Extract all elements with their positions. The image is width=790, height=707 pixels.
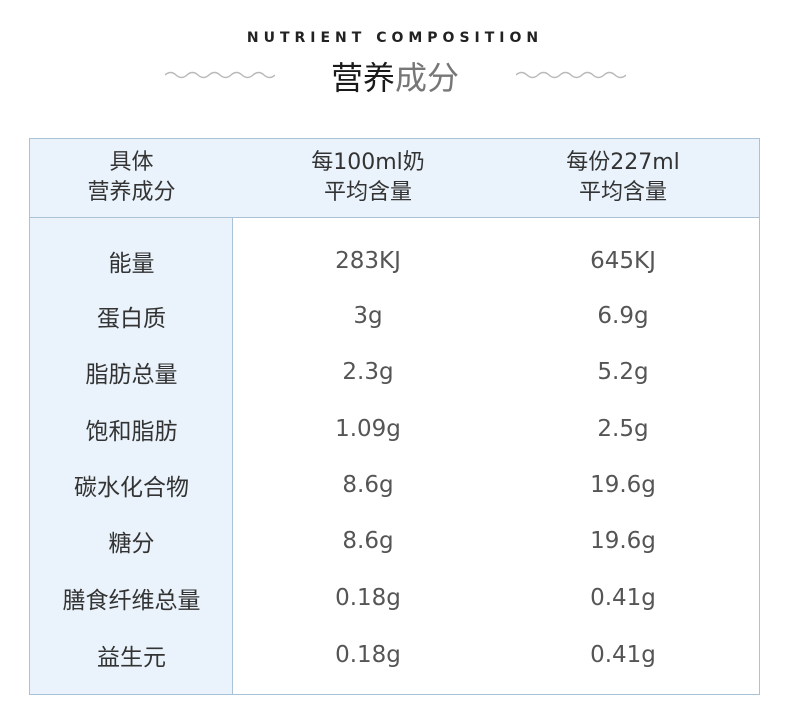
table-row: 能量 283KJ 645KJ (30, 232, 759, 289)
value-per-100ml: 8.6g (342, 527, 394, 554)
nutrient-name: 膳食纤维总量 (62, 587, 201, 614)
header-per-serving-line1: 每份227ml (566, 150, 680, 175)
header-nutrient-line2: 营养成分 (87, 180, 176, 205)
header-per-serving: 每份227ml 平均含量 (503, 139, 743, 217)
value-per-100ml: 0.18g (335, 641, 401, 668)
value-per-100ml: 0.18g (335, 584, 401, 611)
value-per-serving: 5.2g (597, 358, 649, 385)
header-per-100ml-line1: 每100ml奶 (311, 150, 425, 175)
header-per-100ml: 每100ml奶 平均含量 (233, 139, 503, 217)
value-per-100ml: 2.3g (342, 358, 394, 385)
value-per-serving: 645KJ (590, 247, 656, 274)
value-per-serving: 0.41g (590, 584, 656, 611)
value-per-100ml: 283KJ (335, 247, 401, 274)
chinese-title: 营养成分 (0, 56, 790, 100)
nutrient-name: 脂肪总量 (85, 361, 178, 388)
value-per-100ml: 3g (353, 302, 383, 329)
chinese-title-light: 成分 (395, 59, 460, 97)
chinese-title-row: 营养成分 (0, 56, 790, 100)
header-per-serving-line2: 平均含量 (578, 180, 667, 205)
value-per-serving: 6.9g (597, 302, 649, 329)
header-nutrient-line1: 具体 (109, 150, 154, 175)
nutrient-name: 碳水化合物 (74, 474, 189, 501)
nutrient-name-column (30, 139, 233, 694)
nutrient-name: 糖分 (108, 530, 155, 557)
value-per-serving: 0.41g (590, 641, 656, 668)
header-per-100ml-line2: 平均含量 (323, 180, 412, 205)
header-nutrient: 具体 营养成分 (30, 139, 233, 217)
wave-decoration-left (165, 71, 275, 79)
chinese-title-dark: 营养 (330, 59, 395, 97)
table-row: 脂肪总量 2.3g 5.2g (30, 343, 759, 400)
table-row: 膳食纤维总量 0.18g 0.41g (30, 569, 759, 626)
value-per-100ml: 8.6g (342, 471, 394, 498)
nutrient-name: 饱和脂肪 (85, 418, 178, 445)
value-per-serving: 19.6g (590, 471, 656, 498)
table-row: 益生元 0.18g 0.41g (30, 626, 759, 683)
table-row: 糖分 8.6g 19.6g (30, 512, 759, 569)
table-row: 饱和脂肪 1.09g 2.5g (30, 400, 759, 457)
table-header-row: 具体 营养成分 每100ml奶 平均含量 每份227ml 平均含量 (30, 139, 759, 218)
nutrient-name: 益生元 (97, 644, 166, 671)
value-per-serving: 2.5g (597, 415, 649, 442)
wave-decoration-right (516, 71, 626, 79)
nutrition-table: 具体 营养成分 每100ml奶 平均含量 每份227ml 平均含量 能量 283… (29, 138, 760, 695)
table-row: 碳水化合物 8.6g 19.6g (30, 456, 759, 513)
value-per-100ml: 1.09g (335, 415, 401, 442)
nutrient-name: 能量 (108, 250, 155, 277)
english-title: NUTRIENT COMPOSITION (246, 30, 544, 46)
table-row: 蛋白质 3g 6.9g (30, 287, 759, 344)
value-per-serving: 19.6g (590, 527, 656, 554)
nutrient-name: 蛋白质 (97, 305, 166, 332)
